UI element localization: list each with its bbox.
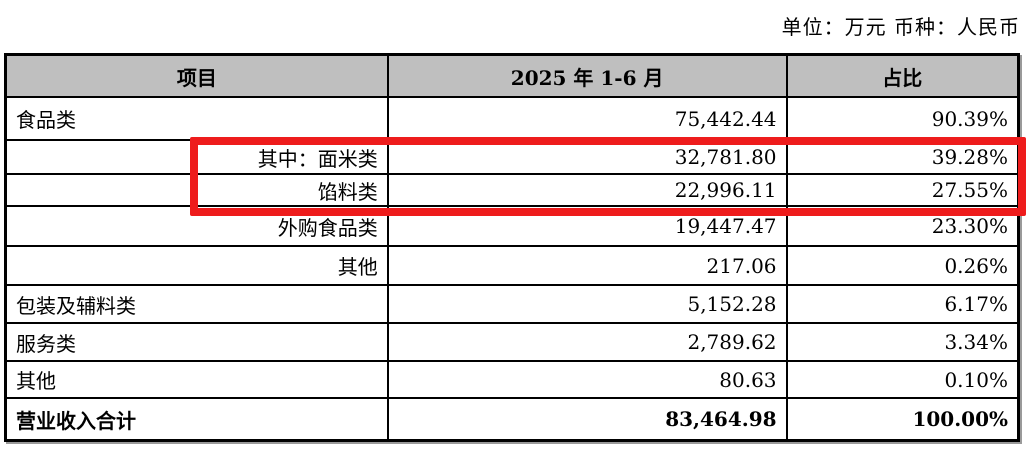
row-pct: 0.26% bbox=[785, 245, 1020, 286]
row-pct: 39.28% bbox=[785, 139, 1020, 175]
row-pct: 100.00% bbox=[785, 397, 1020, 441]
table-row: 其他 80.63 0.10% bbox=[5, 360, 1020, 399]
row-value: 75,442.44 bbox=[386, 96, 788, 141]
unit-currency-caption: 单位：万元 币种：人民币 bbox=[781, 15, 1020, 39]
row-label: 其他 bbox=[5, 245, 389, 286]
table-row: 其他 217.06 0.26% bbox=[5, 245, 1020, 286]
row-value: 83,464.98 bbox=[386, 397, 788, 441]
row-label: 馅料类 bbox=[5, 173, 389, 207]
row-value: 80.63 bbox=[386, 360, 788, 399]
row-value: 5,152.28 bbox=[386, 284, 788, 324]
table-row: 包装及辅料类 5,152.28 6.17% bbox=[5, 284, 1020, 324]
row-label: 其中：面米类 bbox=[5, 139, 389, 175]
row-pct: 3.34% bbox=[785, 322, 1020, 362]
row-label: 服务类 bbox=[5, 322, 389, 362]
row-label: 营业收入合计 bbox=[5, 397, 389, 441]
row-value: 32,781.80 bbox=[386, 139, 788, 175]
row-label: 外购食品类 bbox=[5, 205, 389, 247]
col-header-item: 项目 bbox=[5, 54, 389, 98]
row-value: 22,996.11 bbox=[386, 173, 788, 207]
row-pct: 27.55% bbox=[785, 173, 1020, 207]
row-value: 2,789.62 bbox=[386, 322, 788, 362]
row-value: 217.06 bbox=[386, 245, 788, 286]
table-row-total: 营业收入合计 83,464.98 100.00% bbox=[5, 397, 1020, 441]
col-header-share: 占比 bbox=[785, 54, 1020, 98]
table-row: 服务类 2,789.62 3.34% bbox=[5, 322, 1020, 362]
row-label: 食品类 bbox=[5, 96, 389, 141]
table-header-row: 项目 2025 年 1-6 月 占比 bbox=[5, 54, 1020, 98]
table-row: 食品类 75,442.44 90.39% bbox=[5, 96, 1020, 141]
table-row: 外购食品类 19,447.47 23.30% bbox=[5, 205, 1020, 247]
row-pct: 0.10% bbox=[785, 360, 1020, 399]
row-value: 19,447.47 bbox=[386, 205, 788, 247]
col-header-period: 2025 年 1-6 月 bbox=[386, 54, 788, 98]
table-row: 其中：面米类 32,781.80 39.28% bbox=[5, 139, 1020, 175]
row-pct: 23.30% bbox=[785, 205, 1020, 247]
row-pct: 6.17% bbox=[785, 284, 1020, 324]
row-label: 其他 bbox=[5, 360, 389, 399]
table-row: 馅料类 22,996.11 27.55% bbox=[5, 173, 1020, 207]
row-pct: 90.39% bbox=[785, 96, 1020, 141]
row-label: 包装及辅料类 bbox=[5, 284, 389, 324]
revenue-breakdown-table: 项目 2025 年 1-6 月 占比 食品类 75,442.44 90.39% … bbox=[4, 53, 1020, 442]
